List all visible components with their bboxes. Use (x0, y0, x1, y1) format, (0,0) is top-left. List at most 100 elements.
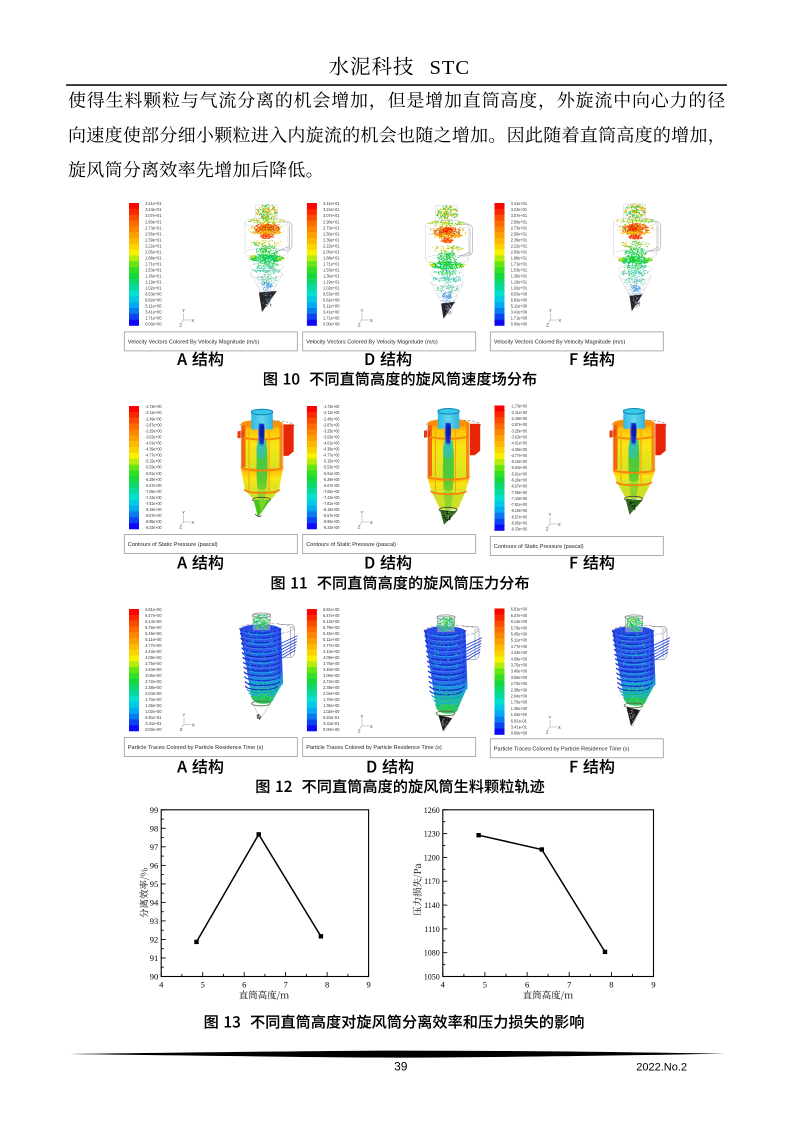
svg-text:6.47e+00: 6.47e+00 (323, 613, 340, 618)
svg-text:6.82e+00: 6.82e+00 (511, 298, 528, 303)
svg-text:-4.01e+00: -4.01e+00 (145, 441, 162, 446)
svg-text:2.90e+01: 2.90e+01 (323, 219, 340, 224)
svg-text:2.05e+01: 2.05e+01 (145, 249, 162, 254)
svg-text:0.00e+00: 0.00e+00 (145, 322, 162, 327)
svg-text:X: X (370, 724, 373, 729)
svg-text:91: 91 (150, 953, 159, 963)
svg-text:2.05e+01: 2.05e+01 (511, 249, 528, 254)
svg-text:1140: 1140 (424, 901, 440, 910)
svg-text:-2.49e+00: -2.49e+00 (145, 416, 162, 421)
svg-text:-5.53e+00: -5.53e+00 (323, 465, 340, 470)
svg-text:92: 92 (150, 935, 159, 945)
svg-text:5.45e+00: 5.45e+00 (511, 632, 528, 637)
svg-text:3.41e-01: 3.41e-01 (323, 721, 340, 726)
svg-text:Y: Y (548, 715, 551, 720)
svg-text:1.02e+00: 1.02e+00 (511, 712, 528, 717)
svg-text:1170: 1170 (424, 877, 440, 886)
svg-text:4.43e+00: 4.43e+00 (511, 650, 528, 655)
svg-text:2.72e+00: 2.72e+00 (511, 681, 528, 686)
svg-text:Particle Traces Colored by Par: Particle Traces Colored by Particle Resi… (306, 745, 442, 751)
svg-text:-2.87e+00: -2.87e+00 (323, 422, 340, 427)
svg-text:X: X (191, 520, 194, 525)
svg-text:2.73e+01: 2.73e+01 (511, 225, 528, 230)
svg-text:3.41e-01: 3.41e-01 (145, 721, 162, 726)
svg-text:1.88e+01: 1.88e+01 (323, 255, 340, 260)
svg-text:1050: 1050 (424, 973, 440, 982)
svg-text:2.56e+01: 2.56e+01 (511, 231, 528, 236)
svg-text:-6.67e+00: -6.67e+00 (145, 483, 162, 488)
svg-text:3.41e+01: 3.41e+01 (511, 201, 528, 206)
svg-text:6.82e+00: 6.82e+00 (145, 298, 162, 303)
svg-text:3.40e+00: 3.40e+00 (323, 667, 340, 672)
svg-text:-6.67e+00: -6.67e+00 (323, 483, 340, 488)
svg-text:0.00e+00: 0.00e+00 (323, 727, 340, 732)
svg-text:5: 5 (201, 980, 205, 990)
svg-text:-7.81e+00: -7.81e+00 (145, 501, 162, 506)
svg-text:5.79e+00: 5.79e+00 (511, 625, 528, 630)
svg-text:4: 4 (441, 980, 446, 990)
svg-text:4.09e+00: 4.09e+00 (511, 656, 528, 661)
svg-text:93: 93 (150, 916, 159, 926)
svg-text:X: X (191, 318, 194, 323)
svg-text:-5.53e+00: -5.53e+00 (145, 465, 162, 470)
svg-text:Y: Y (360, 714, 363, 719)
svg-text:0.00e+00: 0.00e+00 (323, 322, 340, 327)
svg-text:96: 96 (150, 860, 159, 870)
svg-text:5.11e+00: 5.11e+00 (145, 304, 162, 309)
svg-text:1.70e+00: 1.70e+00 (511, 700, 528, 705)
svg-text:Contours of Static Pressure (p: Contours of Static Pressure (pascal) (128, 542, 218, 548)
svg-text:4.43e+00: 4.43e+00 (145, 649, 162, 654)
svg-text:Y: Y (182, 712, 185, 717)
svg-text:1.19e+01: 1.19e+01 (323, 280, 340, 285)
svg-text:5.11e+00: 5.11e+00 (323, 637, 340, 642)
svg-text:-7.81e+00: -7.81e+00 (511, 502, 528, 507)
svg-text:5.45e+00: 5.45e+00 (323, 631, 340, 636)
svg-text:6.47e+00: 6.47e+00 (145, 613, 162, 618)
svg-text:1.71e+00: 1.71e+00 (323, 316, 340, 321)
svg-text:1.53e+01: 1.53e+01 (323, 268, 340, 273)
svg-text:2.56e+01: 2.56e+01 (145, 231, 162, 236)
svg-text:1260: 1260 (424, 806, 440, 815)
svg-text:2.22e+01: 2.22e+01 (145, 243, 162, 248)
svg-text:-9.33e+00: -9.33e+00 (323, 525, 340, 530)
svg-text:6: 6 (525, 980, 529, 990)
svg-text:4.77e+00: 4.77e+00 (511, 644, 528, 649)
svg-text:X: X (370, 520, 373, 525)
svg-text:39: 39 (394, 1060, 408, 1074)
svg-text:-2.87e+00: -2.87e+00 (145, 422, 162, 427)
svg-text:0.00e+00: 0.00e+00 (511, 731, 528, 736)
svg-text:6.47e+00: 6.47e+00 (511, 613, 528, 618)
svg-text:6.82e+00: 6.82e+00 (323, 298, 340, 303)
svg-text:1110: 1110 (424, 925, 439, 934)
svg-text:1.36e+01: 1.36e+01 (145, 274, 162, 279)
svg-text:2.22e+01: 2.22e+01 (511, 243, 528, 248)
svg-text:Contours of Static Pressure (p: Contours of Static Pressure (pascal) (306, 542, 396, 548)
svg-text:Y: Y (360, 510, 363, 515)
svg-text:-4.77e+00: -4.77e+00 (511, 453, 528, 458)
svg-text:1.71e+01: 1.71e+01 (511, 261, 528, 266)
svg-text:3.41e+01: 3.41e+01 (145, 201, 162, 206)
svg-text:6.81e-01: 6.81e-01 (323, 715, 340, 720)
svg-text:2.72e+00: 2.72e+00 (323, 679, 340, 684)
svg-text:3.24e+01: 3.24e+01 (323, 207, 340, 212)
svg-text:2.90e+01: 2.90e+01 (511, 219, 528, 224)
svg-text:Z: Z (358, 322, 361, 327)
svg-text:5.45e+00: 5.45e+00 (145, 631, 162, 636)
svg-text:X: X (370, 318, 373, 323)
svg-text:-7.81e+00: -7.81e+00 (323, 501, 340, 506)
svg-text:-3.63e+00: -3.63e+00 (511, 434, 528, 439)
svg-text:-5.91e+00: -5.91e+00 (145, 471, 162, 476)
svg-text:-9.33e+00: -9.33e+00 (145, 525, 162, 530)
svg-text:Y: Y (549, 308, 552, 313)
svg-text:-5.15e+00: -5.15e+00 (145, 459, 162, 464)
svg-text:8: 8 (325, 980, 329, 990)
svg-text:0.00e+00: 0.00e+00 (145, 727, 162, 732)
svg-text:1.19e+01: 1.19e+01 (511, 280, 528, 285)
svg-text:1.02e+01: 1.02e+01 (145, 286, 162, 291)
svg-text:6.13e+00: 6.13e+00 (511, 619, 528, 624)
svg-text:Z: Z (179, 524, 182, 529)
svg-text:2.05e+01: 2.05e+01 (323, 249, 340, 254)
svg-text:-5.91e+00: -5.91e+00 (323, 471, 340, 476)
svg-text:1.02e+01: 1.02e+01 (323, 286, 340, 291)
svg-text:Z: Z (546, 526, 549, 531)
